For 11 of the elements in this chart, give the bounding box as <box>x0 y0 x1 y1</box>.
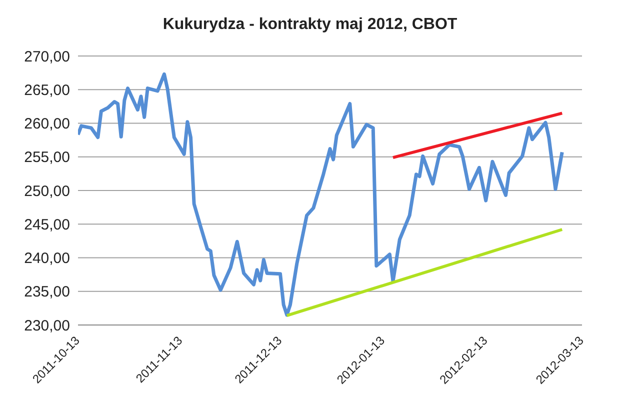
y-tick-label: 235,00 <box>24 284 70 301</box>
y-tick-label: 245,00 <box>24 216 70 234</box>
y-tick-label: 265,00 <box>24 82 70 99</box>
y-tick-label: 270,00 <box>24 48 70 66</box>
y-tick-label: 255,00 <box>24 149 70 166</box>
y-tick-label: 260,00 <box>24 116 70 133</box>
chart-title: Kukurydza - kontrakty maj 2012, CBOT <box>162 15 458 35</box>
line-series <box>78 72 564 317</box>
y-tick-label: 250,00 <box>24 182 70 200</box>
y-tick-label: 240,00 <box>24 250 70 268</box>
y-tick-label: 230,00 <box>24 317 70 334</box>
